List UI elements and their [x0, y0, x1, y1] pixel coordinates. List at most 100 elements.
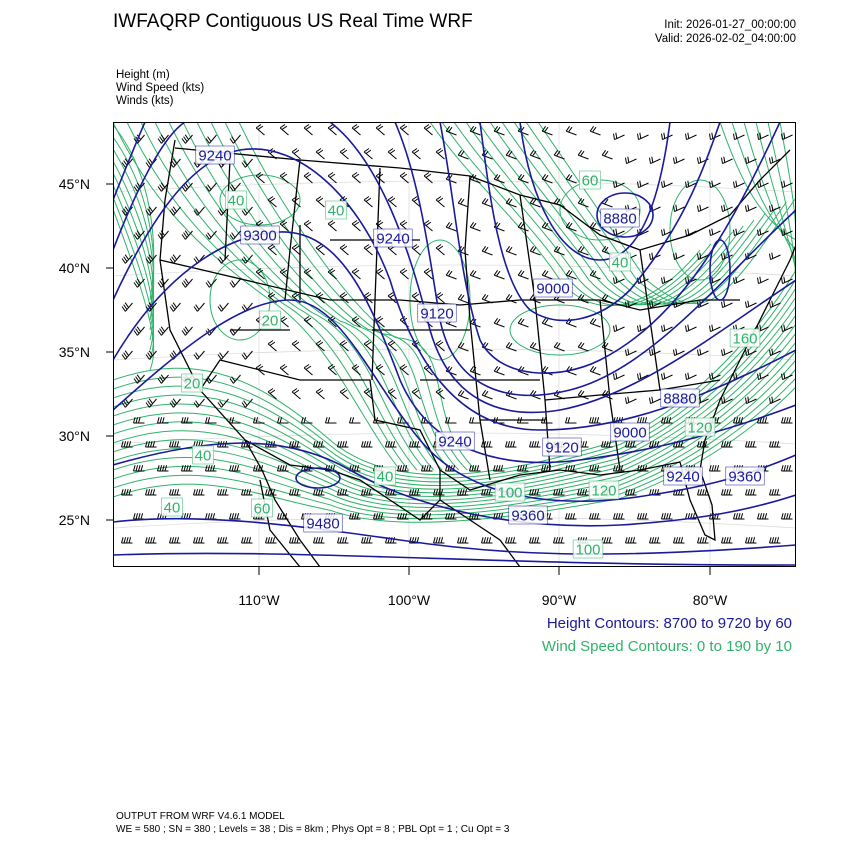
barb-feather	[601, 441, 604, 448]
wind-barb	[181, 278, 193, 288]
barb-feather	[781, 133, 783, 140]
barb-feather	[615, 372, 618, 379]
barb-shaft	[137, 230, 145, 240]
barb-feather	[305, 269, 312, 274]
wind-contour-line	[113, 136, 155, 311]
barb-feather	[604, 390, 609, 397]
wind-barb	[757, 513, 769, 520]
barb-feather	[435, 340, 442, 345]
label-text: 120	[591, 483, 616, 500]
label-text: 60	[254, 501, 271, 518]
barb-feather	[781, 181, 783, 188]
barb-feather	[315, 292, 322, 297]
barb-feather	[181, 282, 186, 288]
barb-feather	[481, 441, 484, 448]
barb-feather	[205, 417, 208, 424]
barb-feather	[140, 465, 144, 472]
barb-feather	[411, 441, 415, 448]
barb-feather	[709, 181, 711, 188]
wind-contour-line	[182, 122, 443, 471]
barb-feather	[596, 465, 600, 472]
barb-feather	[589, 318, 595, 324]
barb-feather	[195, 352, 200, 358]
wind-barb	[399, 364, 409, 376]
barb-feather	[437, 197, 444, 202]
barb-feather	[649, 537, 652, 544]
barb-feather	[488, 489, 492, 496]
barb-shaft	[149, 398, 157, 408]
barb-feather	[200, 489, 204, 496]
barb-feather	[269, 293, 276, 298]
height-contour-label: 9360	[725, 466, 765, 486]
lon-label: 80°W	[692, 592, 728, 608]
barb-feather	[697, 537, 700, 544]
wind-barb	[481, 246, 493, 256]
barb-feather	[157, 513, 160, 520]
wind-barb	[217, 350, 229, 360]
barb-feather	[553, 198, 559, 204]
wind-barb	[613, 372, 625, 381]
wind-barb	[327, 220, 337, 232]
barb-shaft	[197, 206, 205, 216]
barb-feather	[126, 441, 129, 448]
barb-feather	[469, 222, 475, 228]
barb-shaft	[638, 134, 649, 141]
barb-shaft	[399, 127, 409, 136]
barb-feather	[281, 269, 288, 274]
barb-feather	[555, 489, 559, 496]
barb-shaft	[590, 370, 601, 376]
barb-shaft	[161, 374, 169, 384]
height-contour-line	[439, 122, 781, 374]
wind-barb	[589, 513, 601, 520]
barb-shaft	[327, 223, 337, 232]
barb-feather	[356, 465, 360, 472]
barb-shaft	[770, 254, 781, 261]
barb-shaft	[650, 302, 661, 309]
wind-contour-label: 40	[609, 252, 631, 272]
barb-shaft	[566, 226, 577, 232]
barb-feather	[428, 465, 432, 472]
wind-barb	[613, 132, 625, 141]
barb-feather	[241, 402, 246, 408]
barb-feather	[630, 489, 633, 496]
barb-feather	[673, 489, 676, 496]
barb-feather	[229, 282, 234, 288]
barb-feather	[721, 349, 723, 356]
barb-shaft	[125, 350, 133, 360]
wind-barb	[685, 180, 697, 189]
barb-feather	[243, 160, 248, 166]
wind-barb	[133, 513, 145, 520]
barb-shaft	[770, 206, 781, 213]
wind-barb	[315, 388, 325, 400]
wind-barb	[469, 417, 481, 424]
barb-feather	[375, 220, 382, 225]
barb-feather	[243, 208, 248, 214]
label-box	[600, 208, 640, 228]
barb-feather	[505, 441, 508, 448]
barb-shaft	[446, 130, 457, 136]
barb-feather	[207, 232, 212, 238]
height-contour-label: 9000	[533, 278, 573, 298]
barb-shaft	[650, 398, 661, 405]
barb-feather	[217, 537, 220, 544]
barb-feather	[169, 441, 172, 448]
barb-feather	[721, 397, 723, 404]
barb-feather	[663, 324, 666, 331]
barb-feather	[313, 441, 316, 448]
wind-barb	[661, 324, 673, 333]
barb-feather	[255, 465, 259, 472]
label-text: 120	[687, 420, 712, 437]
wind-barb	[411, 244, 421, 256]
barb-feather	[663, 276, 666, 283]
label-box	[181, 373, 203, 393]
barb-feather	[147, 208, 152, 214]
wind-barb	[565, 270, 577, 280]
barb-shaft	[267, 343, 277, 352]
barb-feather	[469, 465, 472, 472]
wind-barb	[457, 294, 469, 304]
barb-feather	[613, 181, 615, 188]
barb-feather	[452, 513, 456, 520]
barb-feather	[627, 348, 630, 355]
barb-feather	[745, 301, 747, 308]
wind-barb	[517, 417, 529, 424]
